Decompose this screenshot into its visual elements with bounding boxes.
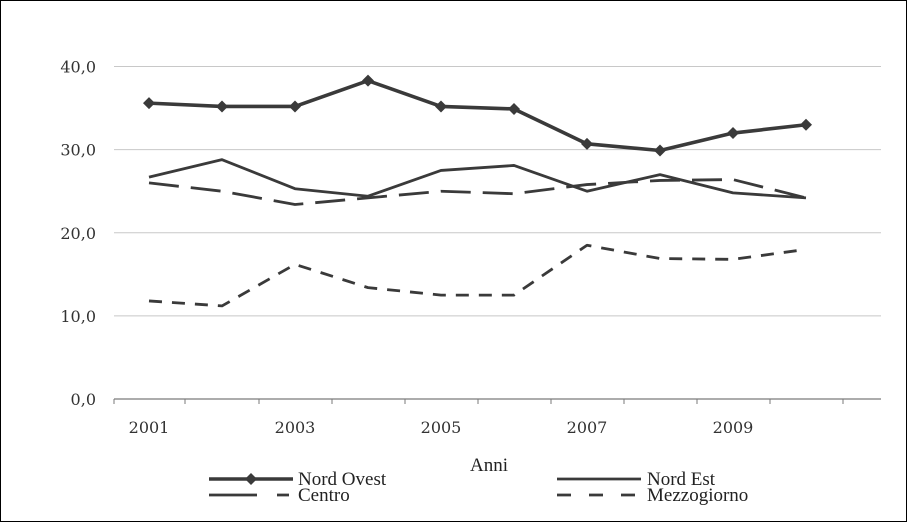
gridlines: [114, 66, 881, 317]
x-tick-label: 2009: [713, 418, 754, 437]
axes: [113, 398, 881, 404]
y-tick-label: 10,0: [60, 307, 96, 326]
data-point-nord-ovest: [508, 102, 520, 115]
data-point-nord-ovest: [581, 137, 593, 150]
data-point-nord-ovest: [216, 100, 228, 113]
legend-label-mezzogiorno: Mezzogiorno: [647, 485, 748, 506]
y-tick-label: 30,0: [60, 141, 96, 160]
x-tick-label: 2003: [275, 418, 316, 437]
data-point-nord-ovest: [654, 144, 666, 157]
series-line-nord-est: [148, 158, 807, 200]
legend-label-nord-est: Nord Est: [647, 469, 716, 490]
data-point-nord-ovest: [143, 97, 155, 110]
data-point-nord-ovest: [289, 100, 301, 113]
data-point-nord-ovest: [435, 100, 447, 113]
x-tick-labels: 2001 2003 2005 2007 2009: [129, 418, 754, 437]
legend: Nord Ovest Nord Est Centro Mezzogiorno: [209, 469, 748, 506]
legend-label-centro: Centro: [298, 485, 350, 506]
series-line-nord-ovest: [148, 78, 807, 153]
y-tick-label: 0,0: [71, 390, 96, 409]
data-point-nord-ovest: [727, 127, 739, 140]
data-point-nord-ovest: [800, 118, 812, 131]
legend-label-nord-ovest: Nord Ovest: [298, 469, 387, 490]
series-line-centro: [148, 178, 807, 206]
series-line-mezzogiorno: [148, 243, 807, 308]
y-tick-label: 20,0: [60, 224, 96, 243]
x-tick-label: 2001: [129, 418, 170, 437]
legend-marker-nord-ovest: [245, 473, 257, 485]
data-point-nord-ovest: [362, 74, 374, 87]
series-lines: [143, 74, 812, 308]
y-tick-labels: 0,0 10,0 20,0 30,0 40,0: [60, 58, 96, 409]
x-tick-label: 2005: [421, 418, 462, 437]
x-tick-label: 2007: [567, 418, 608, 437]
x-axis-title: Anni: [470, 455, 508, 476]
y-tick-label: 40,0: [60, 58, 96, 77]
